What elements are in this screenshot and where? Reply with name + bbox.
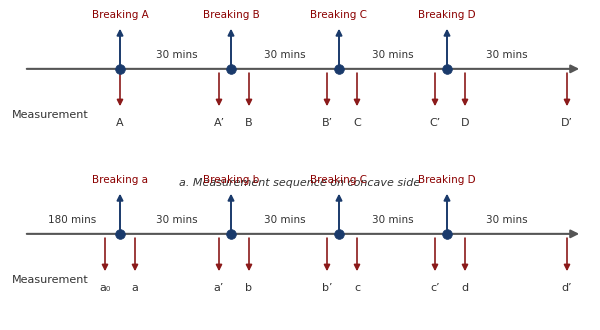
Text: Measurement: Measurement <box>12 275 89 285</box>
Text: Breaking a: Breaking a <box>92 175 148 185</box>
Text: 180 mins: 180 mins <box>48 215 96 225</box>
Text: b’: b’ <box>322 283 332 293</box>
Text: a’: a’ <box>214 283 224 293</box>
Text: d’: d’ <box>562 283 572 293</box>
Text: c: c <box>354 283 360 293</box>
Text: a: a <box>131 283 139 293</box>
Text: 30 mins: 30 mins <box>372 50 414 60</box>
Text: D’: D’ <box>561 118 573 128</box>
Text: Breaking A: Breaking A <box>92 10 148 20</box>
Text: B’: B’ <box>322 118 332 128</box>
Text: B: B <box>245 118 253 128</box>
Text: Breaking C: Breaking C <box>311 175 367 185</box>
Text: A’: A’ <box>214 118 224 128</box>
Text: Breaking D: Breaking D <box>418 10 476 20</box>
Text: b: b <box>245 283 253 293</box>
Text: 30 mins: 30 mins <box>264 215 306 225</box>
Text: 30 mins: 30 mins <box>156 215 198 225</box>
Text: A: A <box>116 118 124 128</box>
Text: 30 mins: 30 mins <box>486 50 528 60</box>
Text: 30 mins: 30 mins <box>372 215 414 225</box>
Text: C: C <box>353 118 361 128</box>
Text: 30 mins: 30 mins <box>156 50 198 60</box>
Text: 30 mins: 30 mins <box>486 215 528 225</box>
Text: Breaking D: Breaking D <box>418 175 476 185</box>
Text: C’: C’ <box>430 118 440 128</box>
Text: 30 mins: 30 mins <box>264 50 306 60</box>
Text: a. Measurement sequence on concave side: a. Measurement sequence on concave side <box>179 178 421 188</box>
Text: Measurement: Measurement <box>12 110 89 120</box>
Text: Breaking C: Breaking C <box>311 10 367 20</box>
Text: a₀: a₀ <box>100 283 110 293</box>
Text: Breaking B: Breaking B <box>203 10 259 20</box>
Text: c’: c’ <box>430 283 440 293</box>
Text: d: d <box>461 283 469 293</box>
Text: Breaking b: Breaking b <box>203 175 259 185</box>
Text: D: D <box>461 118 469 128</box>
